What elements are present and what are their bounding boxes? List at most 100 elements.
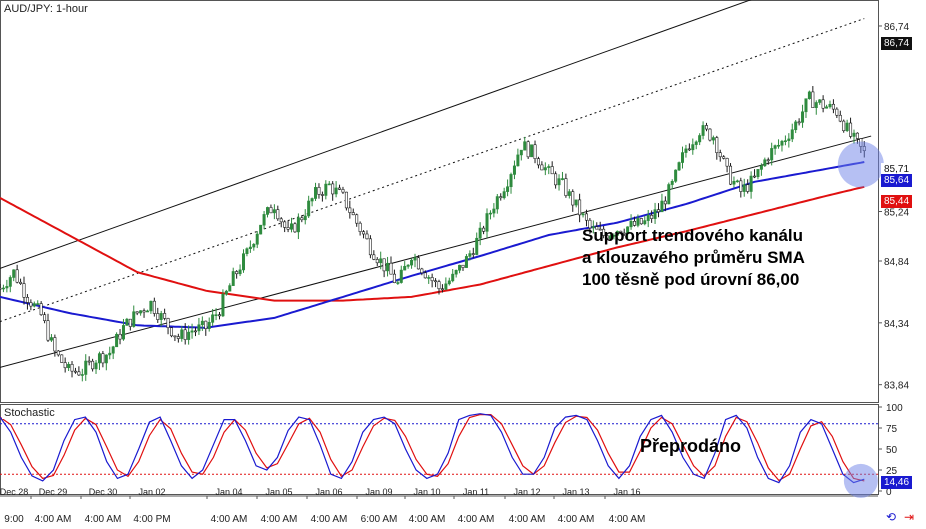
candle-body bbox=[670, 180, 674, 185]
candle-body bbox=[91, 360, 95, 370]
candle-body bbox=[108, 352, 112, 356]
x-tick-label-time: 4:00 AM bbox=[311, 514, 348, 525]
candle-body bbox=[231, 271, 235, 286]
candle-body bbox=[338, 187, 342, 190]
main-plot-area bbox=[0, 0, 879, 403]
candle-body bbox=[12, 269, 16, 278]
candle-body bbox=[766, 159, 770, 162]
candle-body bbox=[128, 318, 132, 327]
candle-body bbox=[430, 277, 434, 282]
candle-body bbox=[399, 269, 403, 283]
candle-body bbox=[286, 227, 290, 230]
candle-body bbox=[327, 183, 331, 186]
oversold-annotation: Přeprodáno bbox=[640, 436, 742, 456]
candle-body bbox=[831, 103, 835, 110]
candle-body bbox=[19, 281, 23, 284]
candle-body bbox=[825, 106, 829, 109]
x-tick-label-date: Dec 28 bbox=[0, 487, 28, 497]
candle-body bbox=[629, 221, 633, 228]
candle-body bbox=[636, 218, 640, 226]
candle-body bbox=[807, 91, 811, 100]
candle-body bbox=[344, 191, 348, 209]
candle-body bbox=[111, 346, 115, 354]
candle-body bbox=[420, 268, 424, 274]
candle-body bbox=[749, 175, 753, 192]
candle-body bbox=[574, 199, 578, 206]
candle-body bbox=[770, 148, 774, 161]
sma-blue-line bbox=[0, 161, 865, 329]
candle-body bbox=[598, 228, 602, 231]
candle-body bbox=[447, 280, 451, 285]
candle-body bbox=[667, 184, 671, 205]
candle-body bbox=[39, 303, 43, 316]
candle-body bbox=[255, 233, 259, 245]
candle-body bbox=[838, 114, 842, 122]
candle-body bbox=[73, 370, 77, 373]
candle-body bbox=[475, 237, 479, 255]
main-chart-title: AUD/JPY: 1-hour bbox=[2, 3, 90, 15]
candle-body bbox=[25, 297, 29, 303]
x-tick-label-time: 4:00 AM bbox=[509, 514, 546, 525]
candle-body bbox=[36, 303, 40, 305]
candle-body bbox=[224, 290, 228, 295]
candle-body bbox=[125, 318, 129, 326]
y-tick-label: 83,84 bbox=[884, 381, 909, 392]
candle-body bbox=[482, 227, 486, 232]
x-tick-label-time: 6:00 AM bbox=[361, 514, 398, 525]
candle-body bbox=[190, 330, 194, 333]
candle-body bbox=[80, 374, 84, 376]
jump-to-latest-icon[interactable]: ⇥ bbox=[904, 510, 915, 524]
candle-body bbox=[427, 277, 431, 279]
candle-body bbox=[811, 91, 815, 108]
candle-body bbox=[293, 223, 297, 233]
x-tick-label-time: 4:00 AM bbox=[85, 514, 122, 525]
candle-body bbox=[341, 189, 345, 193]
candle-body bbox=[502, 191, 506, 199]
candle-body bbox=[156, 313, 160, 320]
stoch-y-tick-label: 50 bbox=[886, 445, 898, 456]
x-tick-label-date: Jan 12 bbox=[513, 487, 540, 497]
candle-body bbox=[855, 132, 859, 139]
candle-body bbox=[499, 196, 503, 199]
candle-body bbox=[348, 207, 352, 213]
candle-body bbox=[183, 329, 187, 340]
candle-body bbox=[818, 99, 822, 103]
stochastic-plot-area bbox=[0, 404, 879, 495]
candle-body bbox=[331, 183, 335, 195]
candle-body bbox=[681, 152, 685, 163]
x-tick-label-time: 4:00 AM bbox=[261, 514, 298, 525]
candle-body bbox=[444, 283, 448, 290]
candle-body bbox=[790, 129, 794, 140]
support-highlight bbox=[837, 141, 884, 188]
candle-body bbox=[434, 280, 438, 283]
candle-body bbox=[660, 200, 664, 213]
candle-body bbox=[578, 199, 582, 216]
candle-body bbox=[705, 125, 709, 130]
candle-body bbox=[320, 194, 324, 196]
candle-body bbox=[684, 148, 688, 153]
candle-body bbox=[814, 102, 818, 108]
stoch-y-tick-label: 0 bbox=[886, 487, 892, 498]
candle-body bbox=[516, 154, 520, 167]
sync-icon[interactable]: ⟲ bbox=[886, 510, 897, 524]
candle-body bbox=[262, 214, 266, 226]
candle-body bbox=[742, 184, 746, 192]
x-tick-label-date: Jan 09 bbox=[365, 487, 392, 497]
candle-body bbox=[828, 103, 832, 108]
candle-body bbox=[200, 320, 204, 326]
candle-body bbox=[653, 209, 657, 219]
current-price-box: 85,71 bbox=[881, 163, 913, 176]
y-tick-label: 85,24 bbox=[884, 208, 909, 219]
candle-body bbox=[307, 200, 311, 217]
candle-body bbox=[464, 256, 468, 268]
candle-body bbox=[526, 141, 530, 158]
candle-body bbox=[228, 285, 232, 292]
candle-body bbox=[375, 259, 379, 264]
candle-body bbox=[763, 159, 767, 167]
candle-body bbox=[159, 313, 163, 320]
y-tick-label: 86,74 bbox=[884, 22, 909, 33]
candle-body bbox=[801, 111, 805, 123]
candle-body bbox=[238, 269, 242, 275]
candle-body bbox=[530, 144, 534, 158]
candle-body bbox=[355, 214, 359, 224]
